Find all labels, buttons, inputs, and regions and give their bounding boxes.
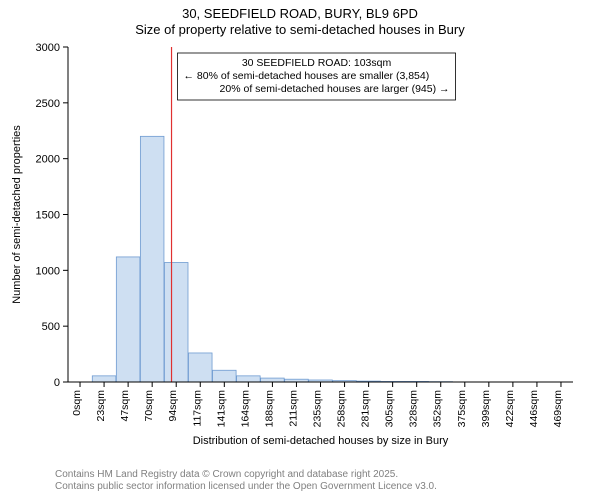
histogram-bar bbox=[188, 353, 212, 382]
title-line-1: 30, SEEDFIELD ROAD, BURY, BL9 6PD bbox=[0, 6, 600, 22]
x-tick-label: 211sqm bbox=[287, 390, 299, 427]
svg-text:0: 0 bbox=[54, 377, 60, 389]
svg-text:1500: 1500 bbox=[36, 210, 60, 222]
x-tick-label: 469sqm bbox=[552, 390, 564, 428]
annotation-line: 20% of semi-detached houses are larger (… bbox=[220, 83, 450, 95]
attribution-footer: Contains HM Land Registry data © Crown c… bbox=[0, 467, 600, 493]
x-tick-label: 70sqm bbox=[143, 390, 155, 422]
svg-text:1000: 1000 bbox=[36, 266, 60, 278]
x-tick-label: 117sqm bbox=[191, 390, 203, 427]
svg-text:500: 500 bbox=[42, 321, 60, 333]
x-tick-label: 281sqm bbox=[360, 390, 372, 428]
x-tick-label: 352sqm bbox=[432, 390, 444, 428]
chart-container: 0 500 1000 1500 2000 2500 3000 0sqm 23sqm 47sqm 70… bbox=[0, 37, 600, 467]
svg-text:2500: 2500 bbox=[36, 98, 60, 110]
x-tick-label: 446sqm bbox=[528, 390, 540, 428]
histogram-bar bbox=[116, 257, 140, 382]
histogram-bar bbox=[140, 137, 164, 383]
x-tick-label: 399sqm bbox=[480, 390, 492, 428]
x-tick-label: 235sqm bbox=[312, 390, 324, 428]
x-tick-label: 188sqm bbox=[263, 390, 275, 428]
footer-line-1: Contains HM Land Registry data © Crown c… bbox=[55, 469, 600, 481]
chart-title-block: 30, SEEDFIELD ROAD, BURY, BL9 6PD Size o… bbox=[0, 0, 600, 37]
histogram-bar bbox=[92, 376, 116, 382]
x-tick-label: 422sqm bbox=[504, 390, 516, 428]
annotation-line: ← 80% of semi-detached houses are smalle… bbox=[184, 70, 430, 82]
x-tick-label: 23sqm bbox=[95, 390, 107, 422]
histogram-bar bbox=[237, 376, 261, 382]
x-axis-label: Distribution of semi-detached houses by … bbox=[193, 435, 449, 447]
histogram-bar bbox=[164, 263, 188, 382]
x-tick-label: 47sqm bbox=[119, 390, 131, 422]
x-tick-label: 164sqm bbox=[239, 390, 251, 428]
x-tick-label: 94sqm bbox=[167, 390, 179, 422]
x-tick-label: 258sqm bbox=[336, 390, 348, 428]
svg-text:3000: 3000 bbox=[36, 42, 60, 54]
footer-line-2: Contains public sector information licen… bbox=[55, 481, 600, 493]
histogram-bar bbox=[213, 370, 237, 382]
annotation-line: 30 SEEDFIELD ROAD: 103sqm bbox=[242, 57, 392, 69]
x-tick-label: 328sqm bbox=[408, 390, 420, 428]
svg-text:2000: 2000 bbox=[36, 154, 60, 166]
histogram-chart: 0 500 1000 1500 2000 2500 3000 0sqm 23sqm 47sqm 70… bbox=[0, 37, 600, 467]
x-tick-label: 305sqm bbox=[384, 390, 396, 428]
x-tick-label: 0sqm bbox=[71, 390, 83, 416]
x-tick-label: 375sqm bbox=[456, 390, 468, 428]
title-line-2: Size of property relative to semi-detach… bbox=[0, 22, 600, 38]
y-axis-label: Number of semi-detached properties bbox=[11, 125, 23, 304]
x-tick-label: 141sqm bbox=[215, 390, 227, 428]
histogram-bar bbox=[261, 378, 285, 382]
